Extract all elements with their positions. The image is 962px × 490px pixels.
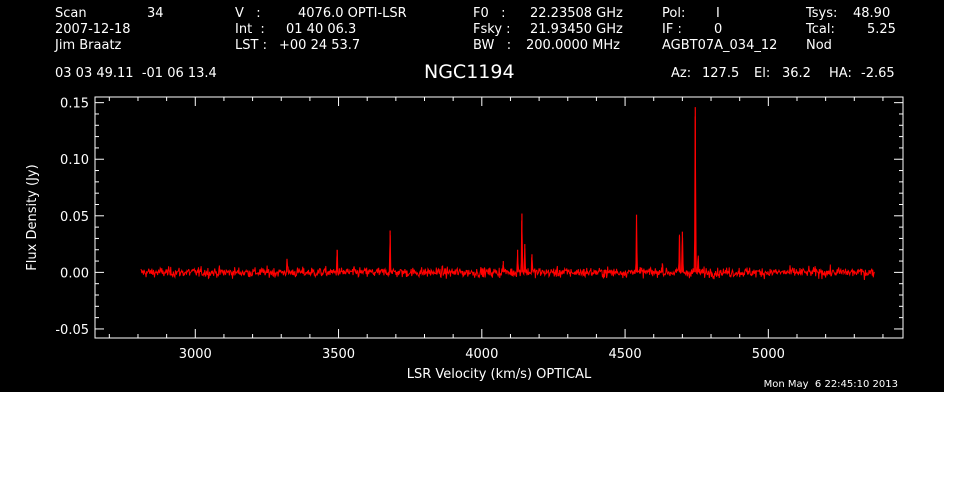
scan-label: Scan [55,6,87,21]
y-axis-label: Flux Density (Jy) [25,164,40,270]
tsys-value: 48.90 [853,6,891,21]
x-tick-label: 4000 [465,347,498,362]
bandwidth-label: BW : [473,38,512,53]
x-tick-label: 3500 [322,347,355,362]
f0-label: F0 : [473,6,506,21]
azimuth-label: Az: [671,66,692,81]
elevation-value: 36.2 [782,66,811,81]
y-tick-label: -0.05 [55,323,89,338]
obs-mode: Nod [806,38,832,53]
spectrum-trace [140,116,875,280]
if-label: IF : [662,22,682,37]
pol-value: I [716,6,720,21]
lst-value: +00 24 53.7 [279,38,361,53]
fsky-value: 21.93450 GHz [530,22,623,37]
tcal-label: Tcal: [806,22,835,37]
fsky-label: Fsky : [473,22,511,37]
x-axis-label: LSR Velocity (km/s) OPTICAL [407,367,592,382]
y-tick-label: 0.15 [60,97,89,112]
y-tick-label: 0.05 [60,210,89,225]
project-id: AGBT07A_034_12 [662,38,778,53]
tsys-label: Tsys: [806,6,838,21]
obs-date: 2007-12-18 [55,22,131,37]
tcal-value: 5.25 [867,22,896,37]
pol-label: Pol: [662,6,686,21]
y-tick-label: 0.10 [60,153,89,168]
x-tick-label: 5000 [752,347,785,362]
velocity-value: 4076.0 OPTI-LSR [298,6,407,21]
plot-timestamp: Mon May 6 22:45:10 2013 [763,379,898,390]
int-time-label: Int : [235,22,265,37]
f0-value: 22.23508 GHz [530,6,623,21]
spectrum-chart: 3000 3500 4000 4500 5000 -0.05 0.00 0.05 0.10 0.1… [25,96,904,382]
hour-angle-value: -2.65 [861,66,895,81]
bandwidth-value: 200.0000 MHz [526,38,620,53]
if-value: 0 [714,22,723,37]
lst-label: LST : [235,38,267,53]
source-coordinates: 03 03 49.11 -01 06 13.4 [55,66,217,81]
scan-number: 34 [147,6,164,21]
velocity-label: V : [235,6,261,21]
observer-name: Jim Braatz [55,38,122,53]
plot-frame [94,96,904,339]
elevation-label: El: [754,66,771,81]
x-tick-label: 4500 [609,347,642,362]
x-tick-label: 3000 [179,347,212,362]
int-time-value: 01 40 06.3 [286,22,357,37]
plot-panel: Scan 34 2007-12-18 Jim Braatz V : 4076.0… [0,0,944,392]
hour-angle-label: HA: [829,66,852,81]
y-tick-label: 0.00 [60,266,89,281]
azimuth-value: 127.5 [702,66,740,81]
chart-title: NGC1194 [424,61,515,83]
